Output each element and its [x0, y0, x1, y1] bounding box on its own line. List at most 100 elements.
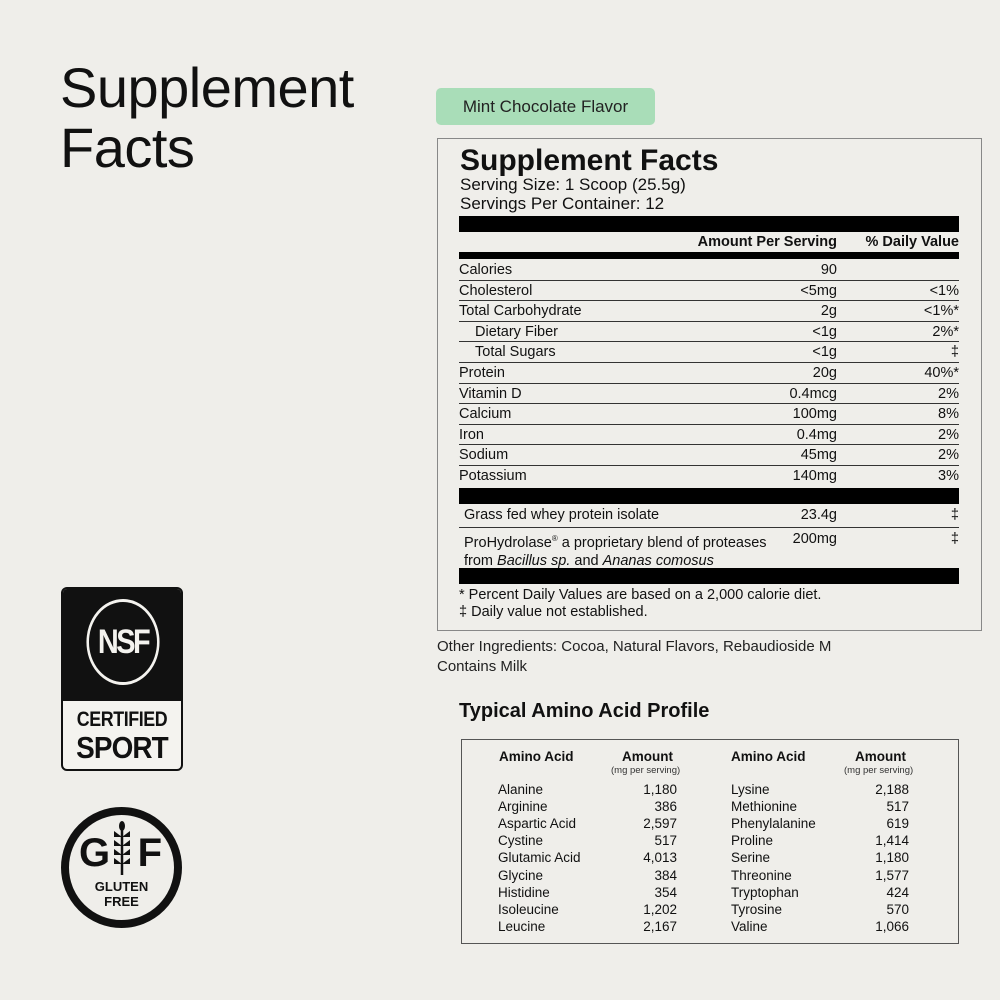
nutrient-row: Calcium 100mg 8%: [459, 404, 959, 425]
ingredient-row: Grass fed whey protein isolate 23.4g ‡: [459, 506, 959, 528]
nutrient-daily-value: ‡: [950, 344, 959, 361]
flavor-badge: Mint Chocolate Flavor: [436, 88, 655, 125]
ingredient-dv: ‡: [950, 531, 959, 547]
amino-acid-amount: 2,597: [643, 816, 677, 832]
ingredient-name-part: from: [464, 552, 498, 569]
nutrient-amount: 45mg: [800, 447, 837, 464]
nutrient-name: Protein: [459, 365, 505, 381]
amino-acid-name: Histidine: [498, 884, 550, 900]
nutrient-row: Total Sugars <1g ‡: [459, 342, 959, 363]
nutrient-name: Calcium: [459, 406, 512, 423]
nutrient-daily-value: <1%*: [923, 303, 959, 320]
amino-acid-amount: 1,180: [875, 850, 909, 866]
amino-acid-amount: 619: [886, 816, 909, 832]
nutrient-name: Total Sugars: [475, 344, 556, 361]
amino-acid-amount: 517: [654, 833, 677, 849]
amino-acid-name: Cystine: [498, 833, 544, 849]
amino-acid-name: Methionine: [731, 799, 798, 815]
ingredient-name: Grass fed whey protein isolate: [464, 507, 660, 523]
ingredient-amount: 200mg: [792, 531, 837, 547]
column-header-amount: Amount: [622, 749, 673, 764]
amino-acid-amount: 2,167: [643, 918, 677, 934]
nutrient-name: Dietary Fiber: [475, 323, 558, 340]
other-ingredients: Other Ingredients: Cocoa, Natural Flavor…: [437, 638, 832, 655]
nutrient-row: Calories 90: [459, 260, 959, 281]
nutrient-amount: 20g: [812, 365, 837, 381]
gf-label: GLUTEN FREE: [69, 879, 174, 909]
amino-acid-name: Glycine: [498, 867, 544, 883]
amino-acid-amount: 386: [654, 799, 677, 815]
nutrient-name: Potassium: [459, 468, 527, 484]
supplement-facts-panel: Supplement Facts Serving Size: 1 Scoop (…: [437, 138, 982, 631]
gf-line-1: GLUTEN: [94, 879, 149, 894]
nsf-line-2: SPORT: [76, 730, 169, 765]
nutrient-amount: 100mg: [792, 406, 837, 423]
divider-bar: [459, 252, 959, 259]
daily-value-header: % Daily Value: [865, 234, 960, 250]
column-header-unit: (mg per serving): [611, 765, 681, 776]
column-header-amount: Amount: [855, 749, 906, 764]
page-heading: Supplement Facts: [60, 56, 354, 179]
amino-acid-amount: 1,577: [875, 867, 909, 883]
amino-acid-name: Tryptophan: [731, 884, 799, 900]
nutrient-amount: 140mg: [792, 468, 837, 484]
divider-bar: [459, 568, 959, 584]
registered-mark: ®: [551, 534, 558, 543]
column-header-amino-acid: Amino Acid: [731, 749, 806, 764]
nutrient-row: Cholesterol <5mg <1%: [459, 281, 959, 302]
amino-acid-table: Amino Acid Amount (mg per serving) Amino…: [461, 739, 959, 944]
nutrient-row: Total Carbohydrate 2g <1%*: [459, 301, 959, 322]
amino-acid-name: Alanine: [498, 782, 544, 797]
panel-title: Supplement Facts: [460, 144, 719, 177]
column-header-unit: (mg per serving): [844, 765, 914, 776]
nutrient-daily-value: 2%: [938, 447, 959, 464]
footnote-daily-values: * Percent Daily Values are based on a 2,…: [459, 587, 822, 603]
nutrient-row: Protein 20g 40%*: [459, 363, 959, 384]
footnote-not-established: ‡ Daily value not established.: [459, 604, 648, 620]
ingredient-name-part: and: [570, 552, 603, 569]
nutrient-daily-value: <1%: [929, 282, 959, 299]
nutrient-name: Vitamin D: [459, 385, 522, 402]
nutrient-row: Sodium 45mg 2%: [459, 445, 959, 466]
nutrient-amount: 90: [820, 262, 837, 278]
nutrient-amount: <1g: [812, 323, 837, 340]
ingredient-amount: 23.4g: [800, 507, 837, 523]
nutrient-amount: 0.4mg: [796, 426, 837, 443]
amino-acid-name: Leucine: [498, 918, 546, 934]
amount-header: Amount Per Serving: [697, 234, 837, 250]
amino-acid-amount: 1,414: [875, 833, 909, 849]
amino-acid-name: Arginine: [498, 799, 548, 815]
gluten-free-logo: G F GLUTEN FREE: [61, 807, 182, 928]
wheat-icon: [114, 821, 130, 875]
amino-acid-name: Serine: [731, 850, 771, 866]
amino-acid-name: Valine: [731, 918, 768, 934]
amino-acid-name: Phenylalanine: [731, 816, 816, 832]
amino-acid-amount: 1,066: [875, 918, 909, 934]
amino-acid-amount: 517: [886, 799, 909, 815]
nutrient-daily-value: 2%: [938, 426, 959, 443]
amino-acid-title: Typical Amino Acid Profile: [459, 700, 710, 722]
nutrient-daily-value: 40%*: [924, 365, 959, 381]
nutrient-row: Potassium 140mg 3%: [459, 466, 959, 487]
nutrient-daily-value: 2%*: [932, 323, 959, 340]
species-name: Bacillus sp.: [497, 552, 571, 569]
ingredient-name-part: a proprietary blend of proteases: [557, 534, 767, 551]
nutrient-daily-value: 8%: [938, 406, 959, 423]
amino-acid-name: Glutamic Acid: [498, 850, 581, 866]
amino-acid-amount: 2,188: [875, 782, 909, 797]
nutrient-row: Dietary Fiber <1g 2%*: [459, 322, 959, 343]
servings-per-container: Servings Per Container: 12: [460, 194, 665, 213]
allergen-statement: Contains Milk: [437, 658, 528, 675]
nutrient-amount: <1g: [812, 344, 837, 361]
nutrient-row: Iron 0.4mg 2%: [459, 425, 959, 446]
amino-acid-name: Proline: [731, 833, 774, 849]
amino-acid-amount: 424: [886, 884, 909, 900]
nutrient-name: Sodium: [459, 447, 509, 464]
amino-acid-amount: 1,202: [643, 901, 677, 917]
amino-acid-name: Isoleucine: [498, 901, 559, 917]
nutrient-row: Vitamin D 0.4mcg 2%: [459, 384, 959, 405]
amino-acid-amount: 1,180: [643, 782, 677, 797]
gf-letter-f: F: [137, 831, 162, 875]
gf-line-2: FREE: [104, 894, 139, 909]
nutrient-daily-value: 3%: [938, 468, 959, 484]
